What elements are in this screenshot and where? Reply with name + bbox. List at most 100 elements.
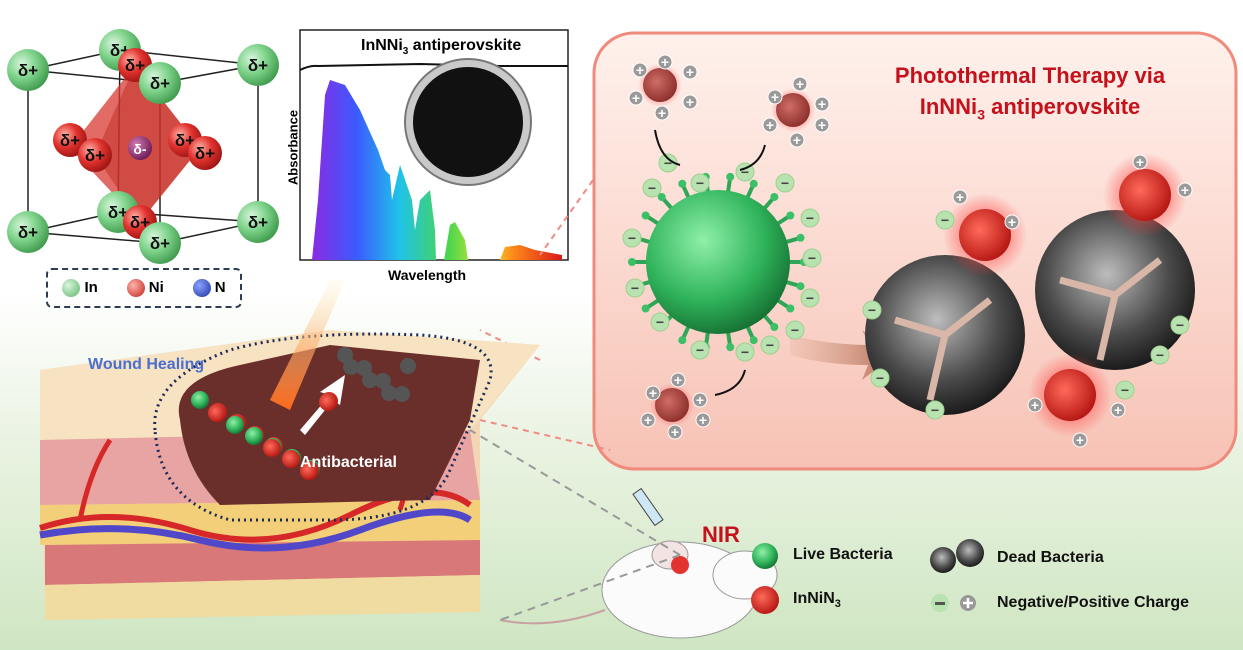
legend-ni: Ni (126, 279, 164, 298)
svg-text:−: − (1156, 347, 1164, 363)
svg-text:+: + (699, 412, 707, 428)
plot-xlabel: Wavelength (388, 267, 467, 283)
negative-charge-icon: − (870, 368, 890, 388)
charge-label: δ+ (18, 223, 38, 242)
wound-bacterium (226, 416, 244, 434)
legend-live-bacteria: Live Bacteria (793, 546, 893, 563)
positive-charge-icon: + (682, 64, 698, 80)
svg-text:−: − (656, 314, 664, 330)
wound-dead-bacterium (337, 347, 353, 363)
negative-charge-icon: − (690, 340, 710, 360)
wound-nanoparticle (208, 404, 226, 422)
legend-innin3: InNiN3 (793, 590, 841, 611)
positive-charge-icon: + (1027, 397, 1043, 413)
svg-text:+: + (644, 412, 652, 428)
negative-charge-icon: − (735, 342, 755, 362)
svg-text:−: − (664, 155, 672, 171)
wound-bacterium (191, 391, 209, 409)
negative-charge-icon: − (642, 178, 662, 198)
charge-label: δ+ (195, 144, 215, 163)
wound-skin-model (39, 280, 540, 620)
svg-text:+: + (956, 189, 964, 205)
charge-label: δ+ (150, 234, 170, 253)
positive-charge-icon: + (762, 117, 778, 133)
dead-bacteria-icon (930, 547, 956, 573)
negative-charge-icon: − (925, 400, 945, 420)
negative-charge-icon: − (800, 288, 820, 308)
positive-charge-icon: + (670, 372, 686, 388)
svg-text:+: + (1114, 402, 1122, 418)
positive-charge-icon: + (640, 412, 656, 428)
svg-text:+: + (793, 132, 801, 148)
in-atom: δ+ (237, 44, 279, 86)
binding-arrows (654, 129, 766, 396)
charge-label: δ+ (130, 213, 150, 232)
negative-charge-icon: − (935, 210, 955, 230)
negative-charge-icon: − (775, 173, 795, 193)
dead-bacterium-2 (1035, 210, 1195, 370)
svg-text:+: + (658, 105, 666, 121)
svg-text:+: + (1031, 397, 1039, 413)
charge-label: δ- (133, 141, 146, 157)
positive-charge-icon: + (789, 132, 805, 148)
svg-text:−: − (766, 337, 774, 353)
svg-text:−: − (876, 370, 884, 386)
innin3-nanoparticle (650, 383, 694, 427)
positive-charge-icon: + (814, 96, 830, 112)
bottom-legend-icons (751, 539, 984, 614)
svg-text:−: − (806, 290, 814, 306)
syringe-icon (632, 487, 664, 527)
plot-title: InNNi3 antiperovskite (361, 37, 522, 58)
wound-bacterium (245, 427, 263, 445)
crystal-structure: δ+δ+ δ+δ+δ+δ+δ+δ+δ+δ+δ+δ+δ-δ+δ+ (7, 29, 279, 264)
wound-dead-bacterium (400, 358, 416, 374)
negative-charge-icon: − (785, 320, 805, 340)
negative-charge-icon: − (650, 312, 670, 332)
ni-atom: δ+ (53, 123, 87, 157)
svg-text:+: + (632, 90, 640, 106)
svg-text:+: + (671, 424, 679, 440)
antibacterial-label: Antibacterial (300, 454, 397, 471)
svg-text:+: + (796, 76, 804, 92)
in-atom: δ+ (139, 62, 181, 104)
svg-text:−: − (1121, 382, 1129, 398)
positive-charge-icon: + (814, 117, 830, 133)
svg-text:−: − (696, 175, 704, 191)
negative-charge-icon: − (690, 173, 710, 193)
nir-spot (671, 556, 689, 574)
positive-charge-icon: + (767, 89, 783, 105)
wound-dead-bacterium (362, 372, 378, 388)
in-atom: δ+ (7, 211, 49, 253)
innin3-icon (751, 586, 779, 614)
legend-in: In (62, 279, 98, 298)
charge-label: δ+ (108, 203, 128, 222)
wound-outline (153, 332, 493, 522)
live-bacterium (628, 172, 808, 352)
charge-label: δ+ (125, 56, 145, 75)
svg-text:+: + (686, 64, 694, 80)
svg-text:−: − (941, 212, 949, 228)
plot-ylabel: Absorbance (285, 109, 301, 186)
nir-beam-wound (270, 280, 345, 410)
charge-label: δ+ (85, 146, 105, 165)
charge-label: δ+ (248, 56, 268, 75)
panel-title: Photothermal Therapy via InNNi3 antipero… (894, 63, 1166, 123)
negative-charge-icon: − (802, 248, 822, 268)
wound-healing-label: Wound Healing (88, 356, 205, 373)
svg-text:+: + (686, 94, 694, 110)
positive-charge-icon: + (657, 54, 673, 70)
dead-bacterium-1 (865, 255, 1025, 415)
wound-dead-bacterium (343, 359, 359, 375)
wound-dead-bacterium (356, 360, 372, 376)
positive-charge-icon: + (1132, 154, 1148, 170)
svg-text:−: − (696, 342, 704, 358)
svg-text:−: − (741, 344, 749, 360)
svg-text:−: − (628, 230, 636, 246)
negative-charge-icon: − (800, 208, 820, 228)
positive-charge-icon: + (628, 90, 644, 106)
charge-label: δ+ (248, 213, 268, 232)
wound-nanoparticle (319, 393, 337, 411)
svg-text:−: − (868, 302, 876, 318)
svg-text:−: − (741, 164, 749, 180)
